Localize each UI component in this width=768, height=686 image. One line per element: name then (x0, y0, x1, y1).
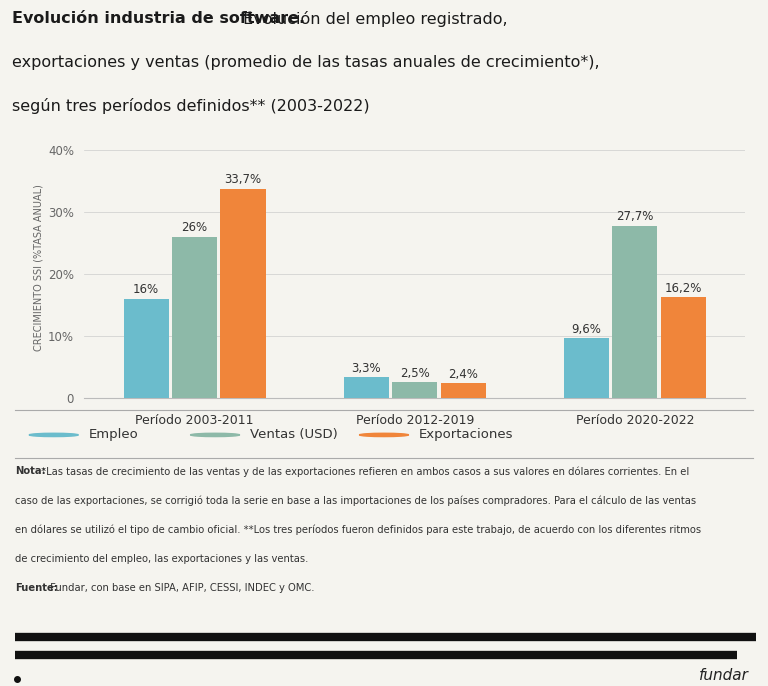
Text: Empleo: Empleo (88, 429, 138, 441)
Bar (612, 226, 657, 398)
Text: 26%: 26% (181, 221, 207, 234)
Bar (220, 189, 266, 398)
Text: caso de las exportaciones, se corrigió toda la serie en base a las importaciones: caso de las exportaciones, se corrigió t… (15, 496, 697, 506)
Bar (660, 297, 706, 398)
Text: 16%: 16% (133, 283, 159, 296)
Bar (124, 298, 169, 398)
Y-axis label: CRECIMIENTO SSI (%TASA ANUAL): CRECIMIENTO SSI (%TASA ANUAL) (34, 184, 44, 351)
Text: exportaciones y ventas (promedio de las tasas anuales de crecimiento*),: exportaciones y ventas (promedio de las … (12, 55, 599, 70)
Text: Nota:: Nota: (15, 466, 46, 477)
Text: Evolución industria de software.: Evolución industria de software. (12, 11, 305, 26)
Text: 9,6%: 9,6% (571, 323, 601, 336)
Text: 16,2%: 16,2% (664, 282, 702, 295)
Circle shape (359, 434, 409, 436)
Text: Fundar, con base en SIPA, AFIP, CESSI, INDEC y OMC.: Fundar, con base en SIPA, AFIP, CESSI, I… (48, 583, 315, 593)
Bar (441, 383, 485, 398)
Text: según tres períodos definidos** (2003-2022): según tres períodos definidos** (2003-20… (12, 98, 369, 114)
Text: *Las tasas de crecimiento de las ventas y de las exportaciones refieren en ambos: *Las tasas de crecimiento de las ventas … (38, 466, 690, 477)
Text: 3,3%: 3,3% (352, 362, 381, 375)
Bar (344, 377, 389, 398)
Text: 2,5%: 2,5% (400, 367, 429, 380)
Text: Evolución del empleo registrado,: Evolución del empleo registrado, (238, 11, 508, 27)
Bar (392, 382, 437, 398)
Bar (564, 338, 609, 398)
Text: 2,4%: 2,4% (449, 368, 478, 381)
Text: Fuente:: Fuente: (15, 583, 58, 593)
Circle shape (29, 434, 78, 436)
Text: Exportaciones: Exportaciones (419, 429, 513, 441)
Text: fundar: fundar (699, 668, 749, 683)
Text: 27,7%: 27,7% (616, 211, 654, 224)
Circle shape (190, 434, 240, 436)
Text: de crecimiento del empleo, las exportaciones y las ventas.: de crecimiento del empleo, las exportaci… (15, 554, 309, 564)
Bar (172, 237, 217, 398)
Text: 33,7%: 33,7% (224, 174, 262, 186)
Text: Ventas (USD): Ventas (USD) (250, 429, 337, 441)
Text: en dólares se utilizó el tipo de cambio oficial. **Los tres períodos fueron defi: en dólares se utilizó el tipo de cambio … (15, 525, 701, 535)
